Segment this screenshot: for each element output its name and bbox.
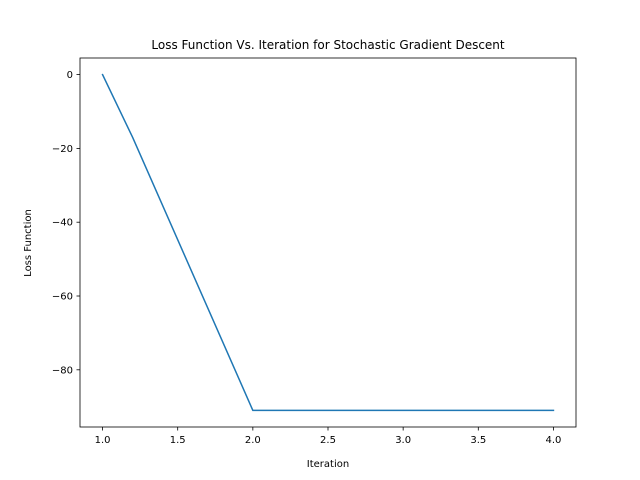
- x-tick-label: 1.5: [170, 435, 186, 446]
- chart-title: Loss Function Vs. Iteration for Stochast…: [151, 38, 505, 52]
- x-axis-label: Iteration: [307, 459, 349, 470]
- y-tick-label: −40: [52, 218, 73, 229]
- x-tick-label: 2.5: [320, 435, 336, 446]
- x-tick-label: 3.5: [470, 435, 486, 446]
- y-axis-ticks: 0 −20 −40 −60 −80: [52, 70, 80, 376]
- y-tick-label: −80: [52, 365, 73, 376]
- y-axis-label: Loss Function: [23, 209, 34, 277]
- x-tick-label: 3.0: [395, 435, 411, 446]
- x-tick-label: 1.0: [95, 435, 111, 446]
- x-tick-label: 4.0: [546, 435, 562, 446]
- x-axis-ticks: 1.0 1.5 2.0 2.5 3.0 3.5 4.0: [95, 427, 562, 446]
- y-tick-label: −60: [52, 292, 73, 303]
- plot-area: [101, 73, 555, 412]
- loss-series-line: [101, 73, 555, 412]
- y-tick-label: −20: [52, 144, 73, 155]
- x-tick-label: 2.0: [245, 435, 261, 446]
- axes-frame: [79, 57, 577, 428]
- y-tick-label: 0: [67, 70, 73, 81]
